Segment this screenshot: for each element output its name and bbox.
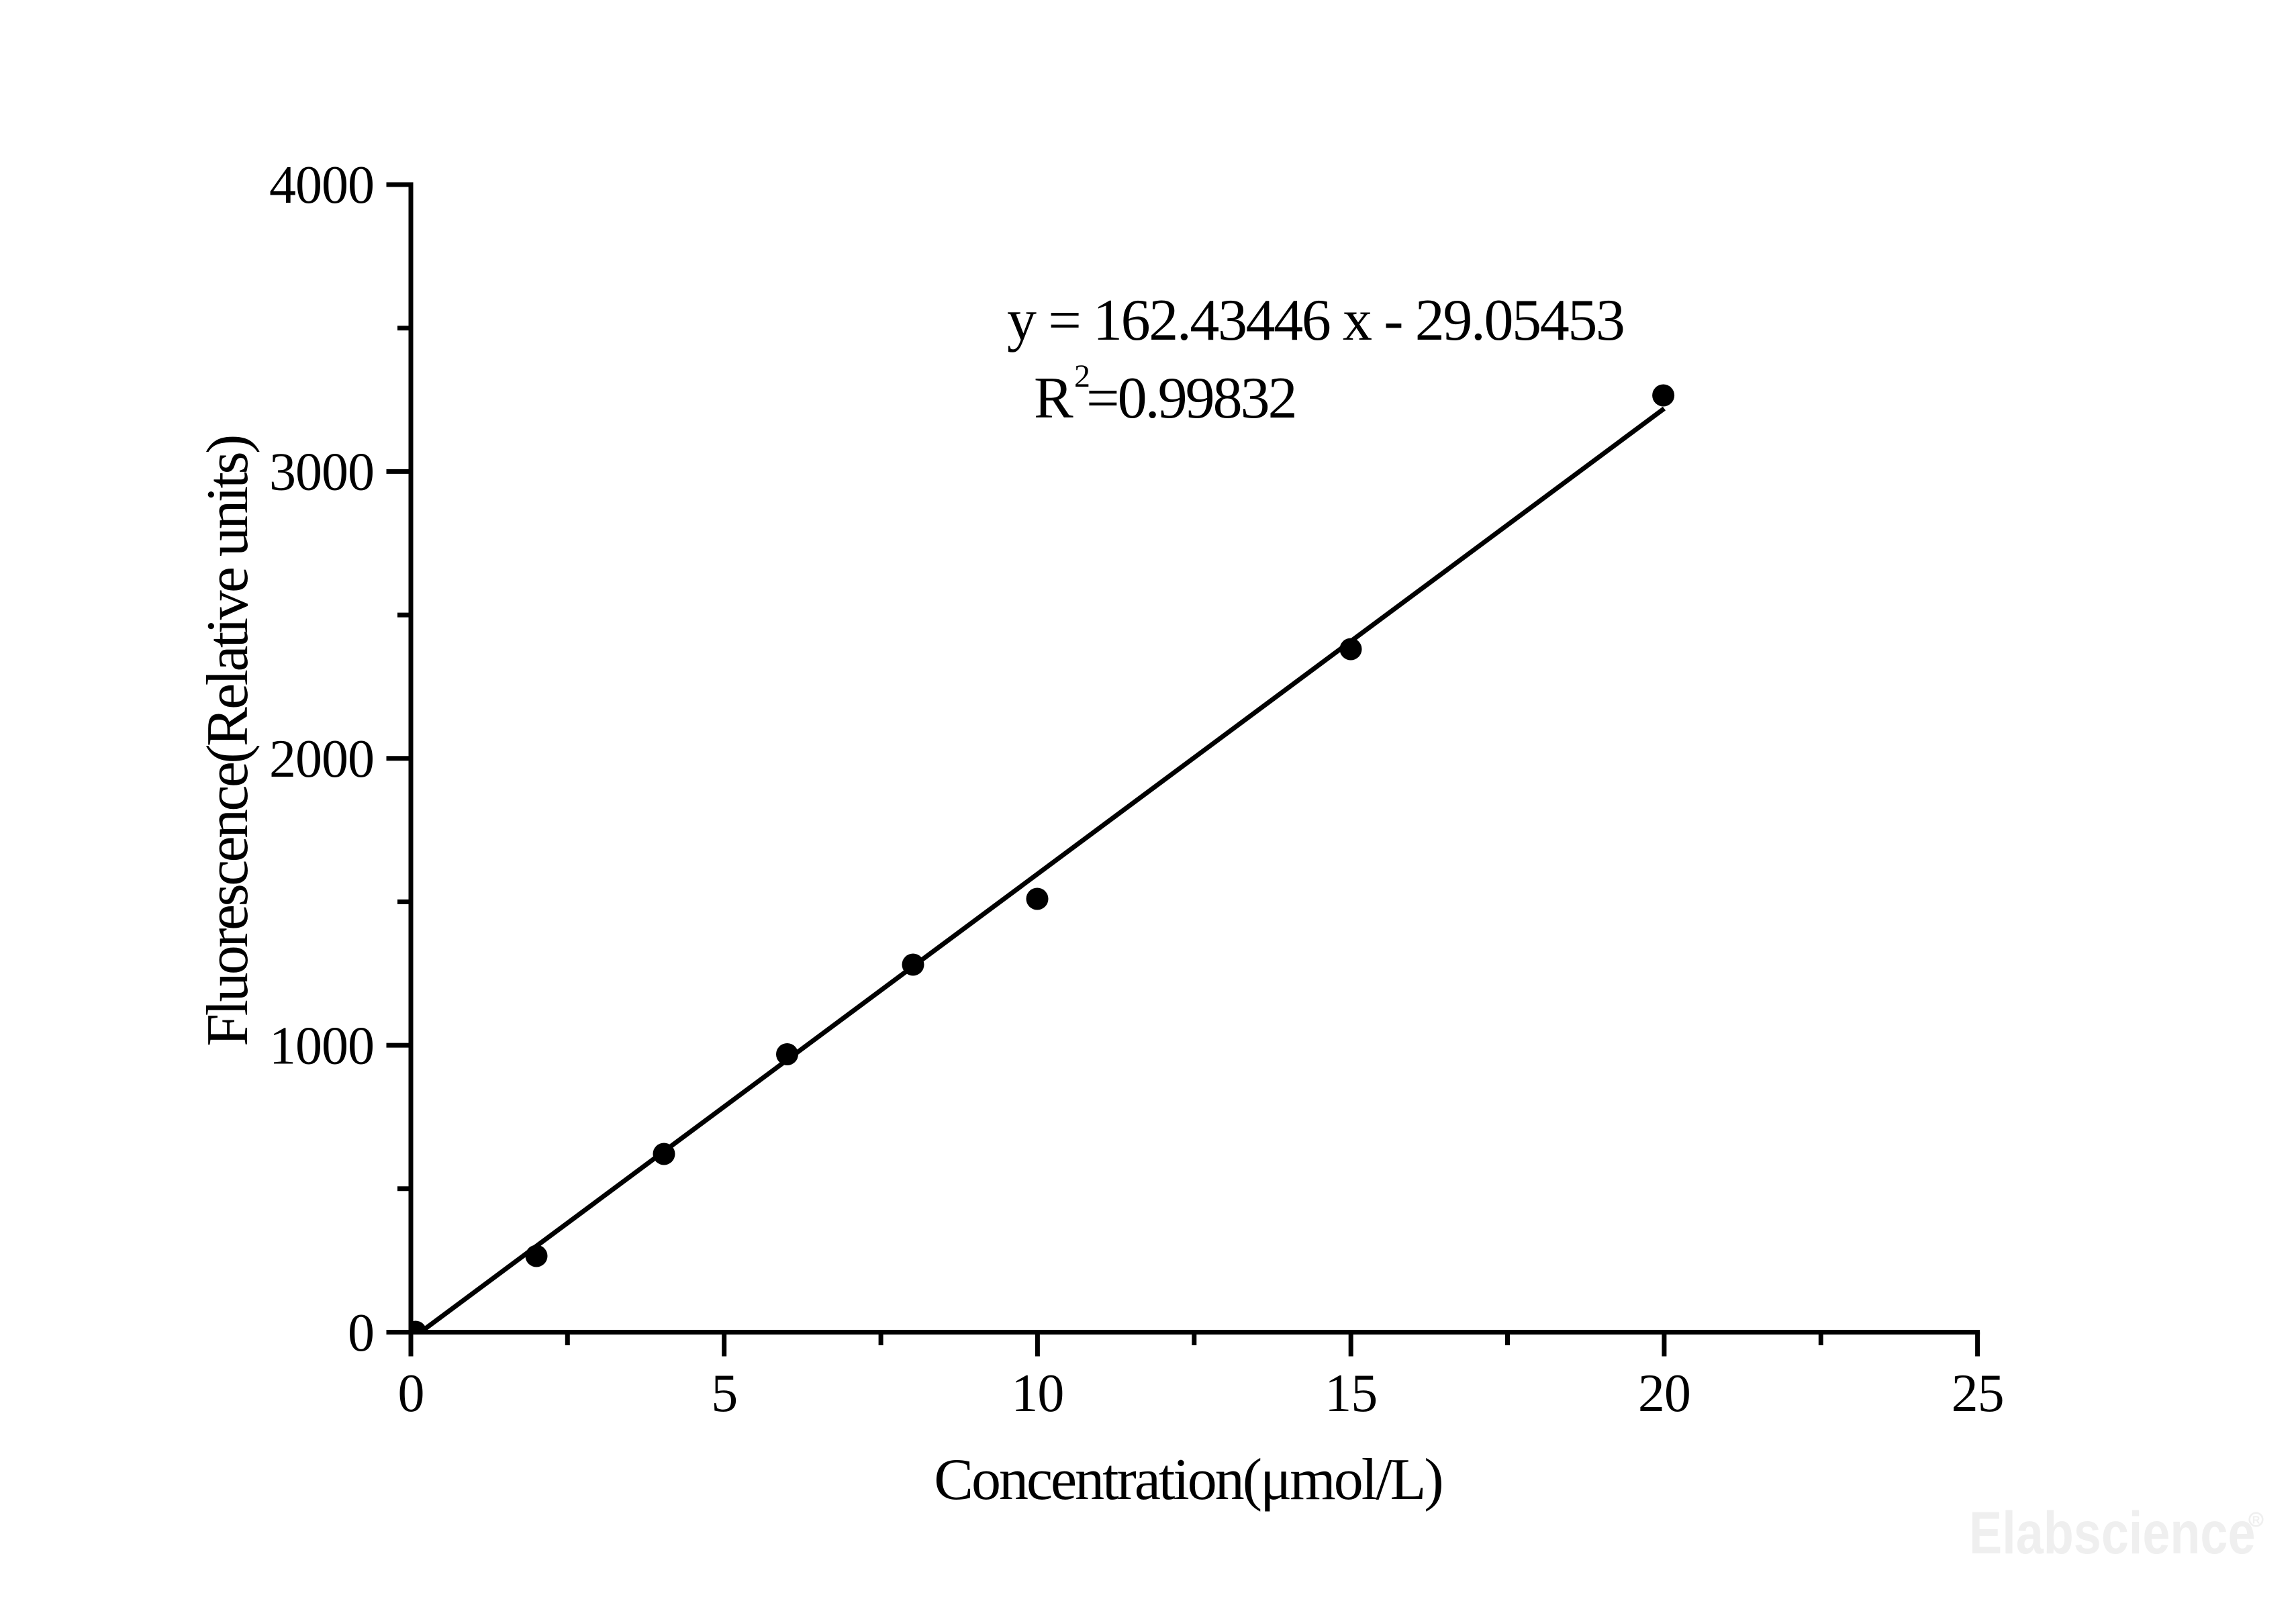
- svg-text:20: 20: [1638, 1364, 1690, 1423]
- svg-text:2: 2: [1074, 358, 1090, 394]
- svg-text:4000: 4000: [269, 156, 374, 215]
- svg-text:Concentration(μmol/L): Concentration(μmol/L): [934, 1447, 1441, 1512]
- svg-text:1000: 1000: [269, 1017, 374, 1076]
- svg-text:25: 25: [1952, 1364, 2004, 1423]
- svg-text:R: R: [2252, 1515, 2260, 1527]
- svg-text:15: 15: [1325, 1364, 1377, 1423]
- svg-text:Fluorescence(Relative units): Fluorescence(Relative units): [195, 436, 260, 1047]
- svg-text:2000: 2000: [269, 730, 374, 789]
- svg-text:10: 10: [1011, 1364, 1063, 1423]
- svg-text:5: 5: [711, 1364, 737, 1423]
- svg-text:R: R: [1034, 366, 1073, 431]
- svg-text:0: 0: [348, 1304, 374, 1363]
- svg-text:3000: 3000: [269, 443, 374, 502]
- svg-text:0: 0: [398, 1364, 424, 1423]
- svg-text:=0.99832: =0.99832: [1086, 366, 1296, 431]
- svg-text:y = 162.43446 x - 29.05453: y = 162.43446 x - 29.05453: [1007, 288, 1624, 353]
- svg-text:Elabscience: Elabscience: [1969, 1500, 2255, 1567]
